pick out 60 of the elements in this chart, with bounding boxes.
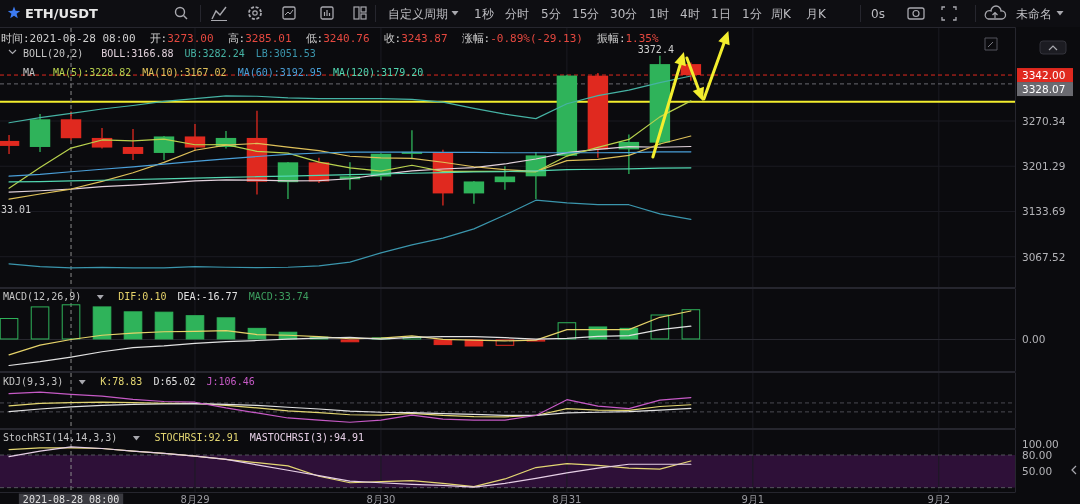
annotation: 时间:2021-08-28 08:00: [1, 32, 136, 45]
x-tick-label: 8月29: [180, 494, 210, 504]
annotation: 高:3285.01: [227, 32, 292, 45]
annotation: 涨幅:-0.89%(-29.13): [461, 32, 583, 45]
x-tick-label: 9月1: [741, 494, 765, 504]
text: MA(5):3228.82: [53, 67, 132, 78]
text: 周K: [771, 7, 792, 21]
series-label: STOCHRSI:92.91: [154, 432, 239, 443]
y-tick-label: 3201.29: [1022, 160, 1066, 173]
series-label: K:78.83: [100, 376, 143, 387]
text: 月K: [806, 7, 827, 21]
text: MA: [23, 67, 36, 78]
y-tick-label: 3270.34: [1022, 114, 1066, 127]
text: BOLL:3166.88: [101, 48, 174, 59]
annotation: 收:3243.87: [383, 32, 448, 45]
x-tick-label: 8月31: [552, 494, 582, 504]
text: LB:3051.53: [255, 48, 316, 59]
ref-line-label: 3342.00: [1022, 69, 1066, 82]
text: UB:3282.24: [184, 48, 245, 59]
y-tick-label: 3067.52: [1022, 250, 1066, 263]
text: 1日: [711, 7, 731, 21]
annotation: 3372.4: [637, 43, 674, 55]
annotation: 振幅:1.35%: [596, 32, 659, 45]
annotation: 33.01: [1, 204, 32, 216]
chart-title: StochRSI(14,14,3,3): [3, 432, 118, 443]
text: 自定义周期: [388, 7, 448, 21]
text: DEA:-16.77: [177, 291, 238, 302]
text: BOLL(20,2): [23, 48, 84, 59]
ref-line-label: 3328.07: [1022, 83, 1066, 96]
y-tick-label: 50.00: [1022, 465, 1053, 478]
text: 30分: [610, 7, 638, 21]
text: 0s: [871, 7, 885, 21]
chart-title: MACD(12,26,9): [3, 291, 82, 302]
x-tick-label: 8月30: [366, 494, 396, 504]
text: MA(120):3179.20: [332, 67, 424, 78]
text: MA(10):3167.02: [142, 67, 227, 78]
text: 分时: [505, 7, 529, 21]
text: 0.00: [1022, 333, 1046, 346]
text: 1分: [742, 7, 762, 21]
series-label: D:65.02: [153, 376, 196, 387]
text: 1时: [649, 7, 669, 21]
y-tick-label: 3133.69: [1022, 205, 1066, 218]
y-tick-label: 100.00: [1022, 438, 1059, 451]
annotation: 低:3240.76: [305, 32, 370, 45]
text: MASTOCHRSI(3):94.91: [249, 432, 365, 443]
text: 未命名: [1016, 7, 1052, 21]
x-tick-label: 9月2: [927, 494, 951, 504]
ref-line-label: 2021-08-28 08:00: [22, 494, 120, 504]
chart-title: KDJ(9,3,3): [3, 376, 64, 387]
text: DIF:0.10: [118, 291, 167, 302]
text: 1秒: [474, 7, 494, 21]
series-label: J:106.46: [206, 376, 255, 387]
y-tick-label: 80.00: [1022, 449, 1053, 462]
annotation: 开:3273.00: [149, 32, 214, 45]
text: 15分: [572, 7, 600, 21]
text: 4时: [680, 7, 700, 21]
text: MACD:33.74: [248, 291, 309, 302]
text: 5分: [541, 7, 561, 21]
text: ETH/USDT: [25, 6, 99, 21]
text: MA(60):3192.95: [237, 67, 322, 78]
